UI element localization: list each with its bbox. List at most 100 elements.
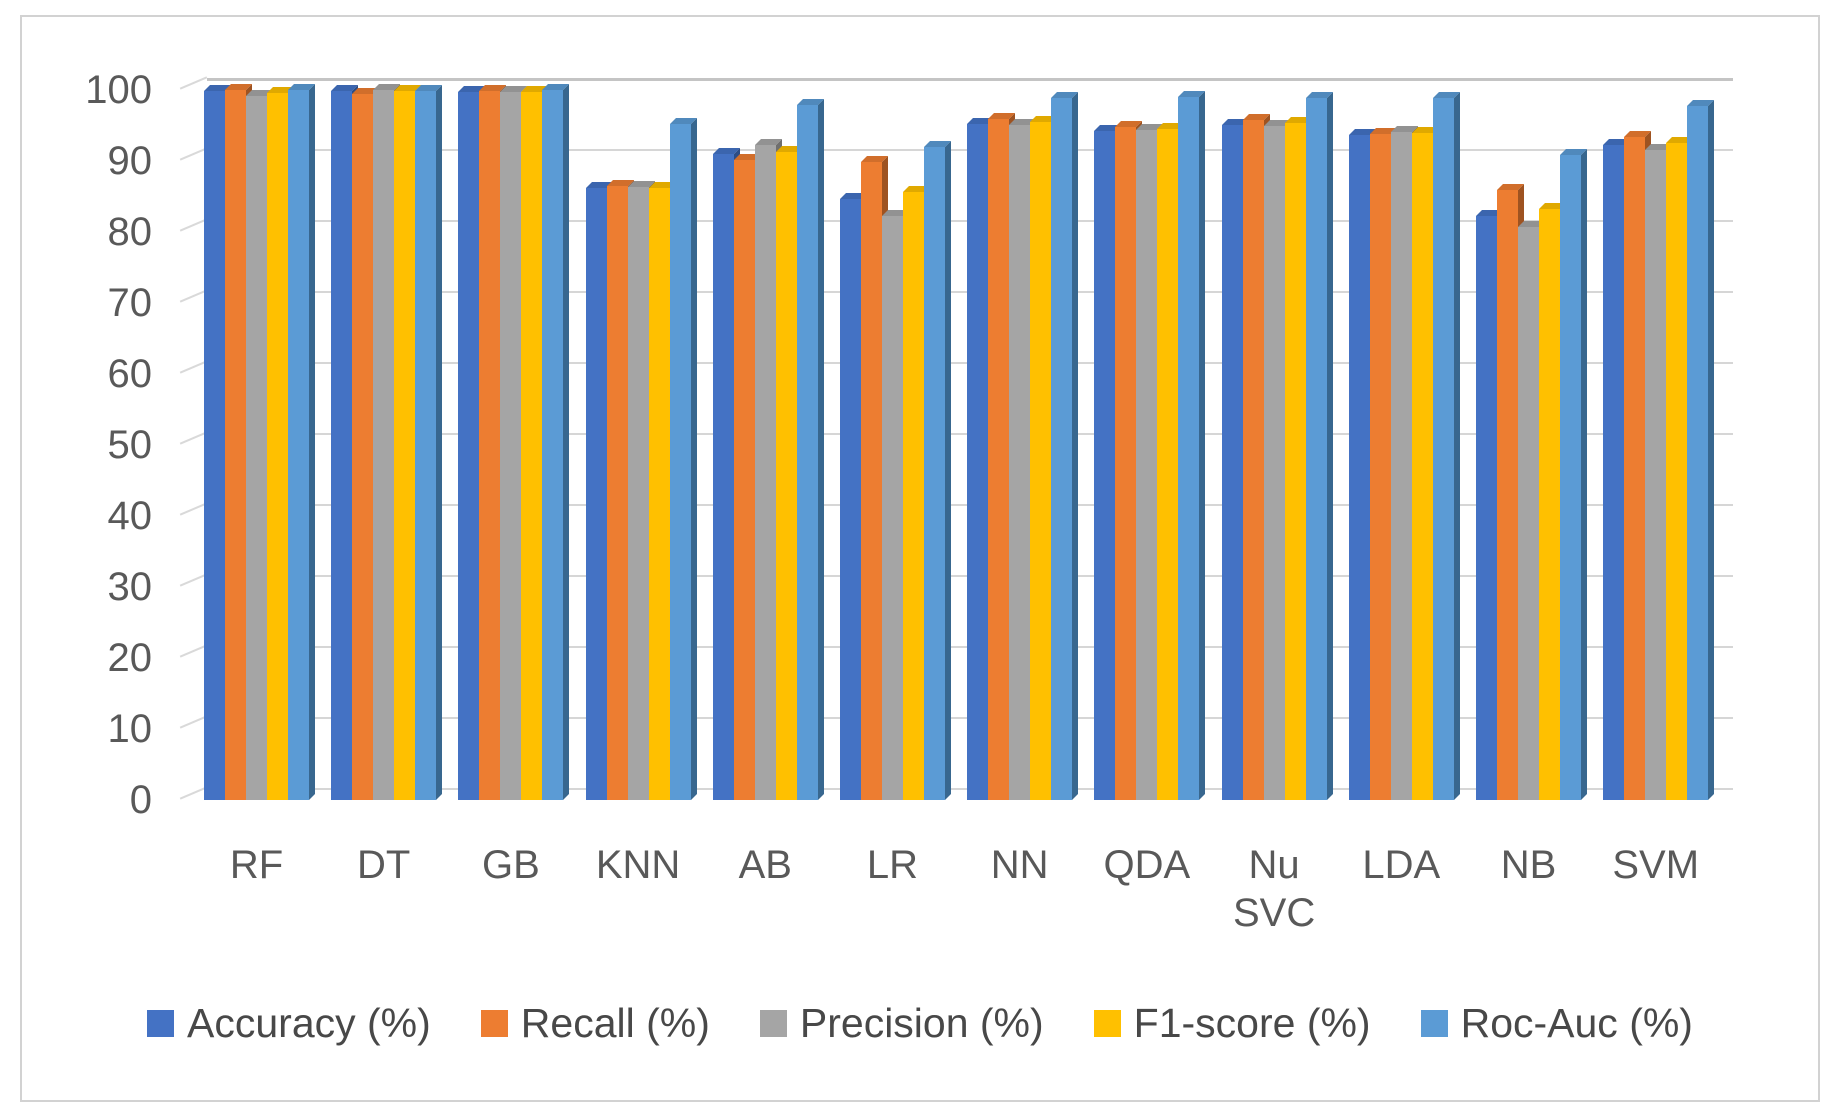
bar-front-face: [1284, 123, 1306, 800]
bar-front-face: [861, 162, 882, 800]
bar-group: [1603, 60, 1715, 800]
bar-front-face: [204, 91, 225, 800]
bar: [246, 90, 273, 800]
bar-front-face: [585, 187, 607, 800]
bar: [1263, 120, 1291, 800]
bar-front-face: [1305, 97, 1327, 800]
bar-front-face: [754, 144, 776, 800]
category-label-line: LDA: [1362, 843, 1441, 887]
bar: [267, 86, 294, 800]
legend-swatch: [480, 1009, 508, 1037]
bar-front-face: [967, 124, 989, 800]
bar-front-face: [1390, 131, 1412, 800]
bar-group: [967, 60, 1079, 800]
bar-side-face: [1708, 100, 1715, 800]
legend-item: Recall (%): [480, 998, 710, 1048]
bar-front-face: [1624, 136, 1646, 800]
bar-front-face: [500, 92, 522, 800]
category-label: LDA: [1331, 841, 1471, 889]
bar-front-face: [903, 191, 924, 800]
legend-label: Accuracy (%): [187, 1000, 431, 1046]
bar: [331, 85, 359, 800]
bar-front-face: [1432, 97, 1454, 800]
bar-front-face: [415, 90, 437, 800]
bar-front-face: [733, 160, 755, 800]
bar-front-face: [352, 94, 374, 800]
bar-group: [712, 60, 824, 800]
bar: [1666, 136, 1694, 800]
bar: [352, 88, 380, 800]
legend-item: F1-score (%): [1093, 998, 1371, 1048]
bar-front-face: [1476, 216, 1497, 800]
bar: [754, 138, 782, 800]
bar-front-face: [246, 96, 267, 800]
bar: [415, 84, 443, 800]
bar: [967, 118, 995, 800]
category-label-line: KNN: [595, 843, 681, 887]
bar: [924, 140, 951, 800]
bar-front-face: [394, 91, 416, 800]
bar: [1518, 221, 1545, 800]
bar-front-face: [648, 187, 670, 800]
bar-front-face: [1157, 129, 1179, 800]
category-label: SVM: [1586, 841, 1726, 889]
bar-group: [1221, 60, 1333, 800]
figure-border: [20, 15, 1820, 1102]
bar: [394, 85, 422, 800]
bar-group: [585, 60, 697, 800]
bar: [373, 84, 401, 800]
bar: [225, 84, 252, 800]
legend-item: Roc-Auc (%): [1420, 998, 1693, 1048]
bar-front-face: [882, 216, 903, 800]
bar: [712, 147, 740, 800]
bar-front-face: [373, 90, 395, 800]
bar-side-face: [690, 118, 697, 800]
y-tick-label: 90: [107, 139, 153, 183]
category-label-line: SVM: [1612, 843, 1700, 887]
category-label: NN: [950, 841, 1090, 889]
bar-front-face: [1030, 121, 1052, 800]
bar: [796, 98, 824, 800]
bar-front-face: [458, 92, 480, 800]
bar-side-face: [1453, 91, 1460, 800]
bar-group: [1476, 60, 1587, 800]
bar-front-face: [479, 91, 501, 800]
bar: [606, 179, 634, 800]
bar-front-face: [1560, 154, 1581, 800]
bar-front-face: [1666, 142, 1688, 800]
bar-front-face: [840, 198, 861, 800]
bar-front-face: [1242, 119, 1264, 800]
bar: [1009, 118, 1037, 800]
bar: [669, 118, 697, 800]
legend-swatch: [1420, 1009, 1448, 1037]
y-tick-label: 40: [107, 494, 153, 538]
bar: [1560, 148, 1587, 800]
bar-side-face: [1072, 91, 1079, 800]
bar: [288, 84, 315, 800]
bar: [1030, 115, 1058, 800]
y-tick-label: 100: [85, 68, 152, 112]
legend-swatch: [147, 1009, 175, 1037]
category-label-line: SVC: [1232, 891, 1316, 935]
bar: [733, 154, 761, 800]
bar: [1051, 91, 1079, 800]
y-tick-label: 20: [107, 636, 153, 680]
legend-item: Precision (%): [759, 998, 1044, 1048]
bar-front-face: [1497, 190, 1518, 800]
legend: Accuracy (%) Recall (%) Precision (%) F1-sc…: [0, 998, 1840, 1048]
bar-front-face: [1603, 144, 1625, 800]
bar: [1284, 117, 1312, 800]
bar-front-face: [542, 90, 564, 800]
bar-front-face: [288, 90, 309, 800]
bar-front-face: [1411, 133, 1433, 800]
category-label-line: GB: [481, 843, 540, 887]
bar: [1369, 128, 1397, 800]
bar-side-face: [817, 98, 824, 800]
legend-label: F1-score (%): [1133, 1000, 1371, 1046]
y-tick-label: 60: [107, 352, 153, 396]
bar-group: [840, 60, 951, 800]
bar: [1497, 184, 1524, 800]
bar-front-face: [1221, 124, 1243, 800]
bar: [1603, 138, 1631, 800]
bar: [861, 156, 888, 800]
